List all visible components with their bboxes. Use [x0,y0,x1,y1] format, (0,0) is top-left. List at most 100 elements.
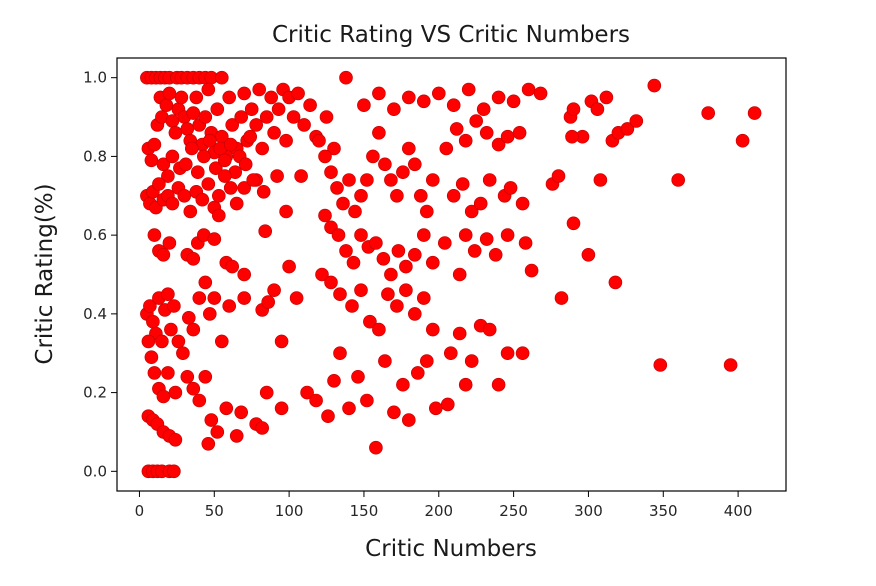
data-point [330,181,344,195]
data-point [203,307,217,321]
data-point [608,275,623,290]
data-point [372,86,386,101]
data-point [401,90,416,105]
data-point [279,133,293,148]
data-point [174,90,189,105]
data-point [229,196,244,211]
data-point [342,401,356,416]
data-point [458,377,473,392]
data-point [500,346,515,361]
x-tick-label: 350 [649,502,678,520]
data-point [590,102,605,116]
data-point [439,141,454,156]
data-point [336,196,350,211]
data-point [476,102,491,116]
data-point [620,122,635,136]
data-point [345,299,359,313]
data-point [243,129,257,144]
data-point [210,425,225,439]
x-axis-label: Critic Numbers [365,536,537,562]
data-point [324,275,338,290]
data-point [431,86,446,101]
data-point [192,291,207,305]
data-point [473,196,488,211]
data-point [452,267,467,282]
data-point [333,346,347,361]
data-point [491,137,506,152]
data-point [215,70,229,85]
data-point [443,346,458,361]
data-point [309,393,323,408]
data-point [479,126,494,140]
data-point [346,255,361,270]
x-tick-label: 0 [135,502,145,520]
data-point [342,173,356,187]
data-points [140,70,762,479]
data-point [201,177,216,191]
data-point [223,181,238,195]
data-point [479,232,494,246]
data-point [464,354,479,368]
data-point [155,334,169,349]
data-point [446,98,461,112]
data-point [264,90,279,105]
data-point [207,291,222,305]
data-point [143,299,157,313]
data-point [225,259,239,274]
data-point [156,389,171,404]
x-tick-label: 200 [424,502,453,520]
data-point [261,295,276,309]
data-point [428,401,443,416]
data-point [506,94,521,109]
data-point [147,228,162,242]
data-point [203,133,217,148]
data-point [274,334,289,349]
data-point [363,314,377,329]
data-point [177,189,192,203]
data-point [291,86,305,101]
data-point [186,106,201,120]
data-point [198,369,213,384]
data-point [425,173,440,187]
data-point [267,283,281,298]
data-point [312,133,326,148]
data-point [185,141,199,156]
data-point [270,169,284,183]
data-point [629,114,644,128]
data-point [237,181,251,195]
data-point [244,102,259,116]
y-tick-label: 0.4 [83,305,107,323]
data-point [482,173,497,187]
x-tick-label: 400 [724,502,753,520]
data-point [212,208,226,223]
data-point [238,157,253,172]
data-point [354,189,368,203]
data-point [747,106,762,120]
data-point [464,204,479,219]
data-point [156,157,171,172]
y-tick-label: 0.0 [83,462,107,480]
data-point [390,299,404,313]
data-point [274,401,289,416]
data-point [376,251,391,266]
data-point [168,432,183,447]
data-point [384,173,398,187]
data-point [201,436,216,451]
data-point [234,110,248,124]
data-point [156,248,171,262]
data-point [167,299,181,313]
data-point [327,373,341,388]
y-tick-label: 0.2 [83,384,107,402]
data-point [366,149,380,164]
data-point [197,149,211,164]
data-point [533,86,548,101]
data-point [147,137,162,152]
data-point [271,102,286,116]
data-point [297,118,311,132]
data-point [723,358,738,372]
data-point [183,204,198,219]
data-point [249,118,264,132]
data-point [222,299,236,313]
y-tick-label: 0.6 [83,226,107,244]
